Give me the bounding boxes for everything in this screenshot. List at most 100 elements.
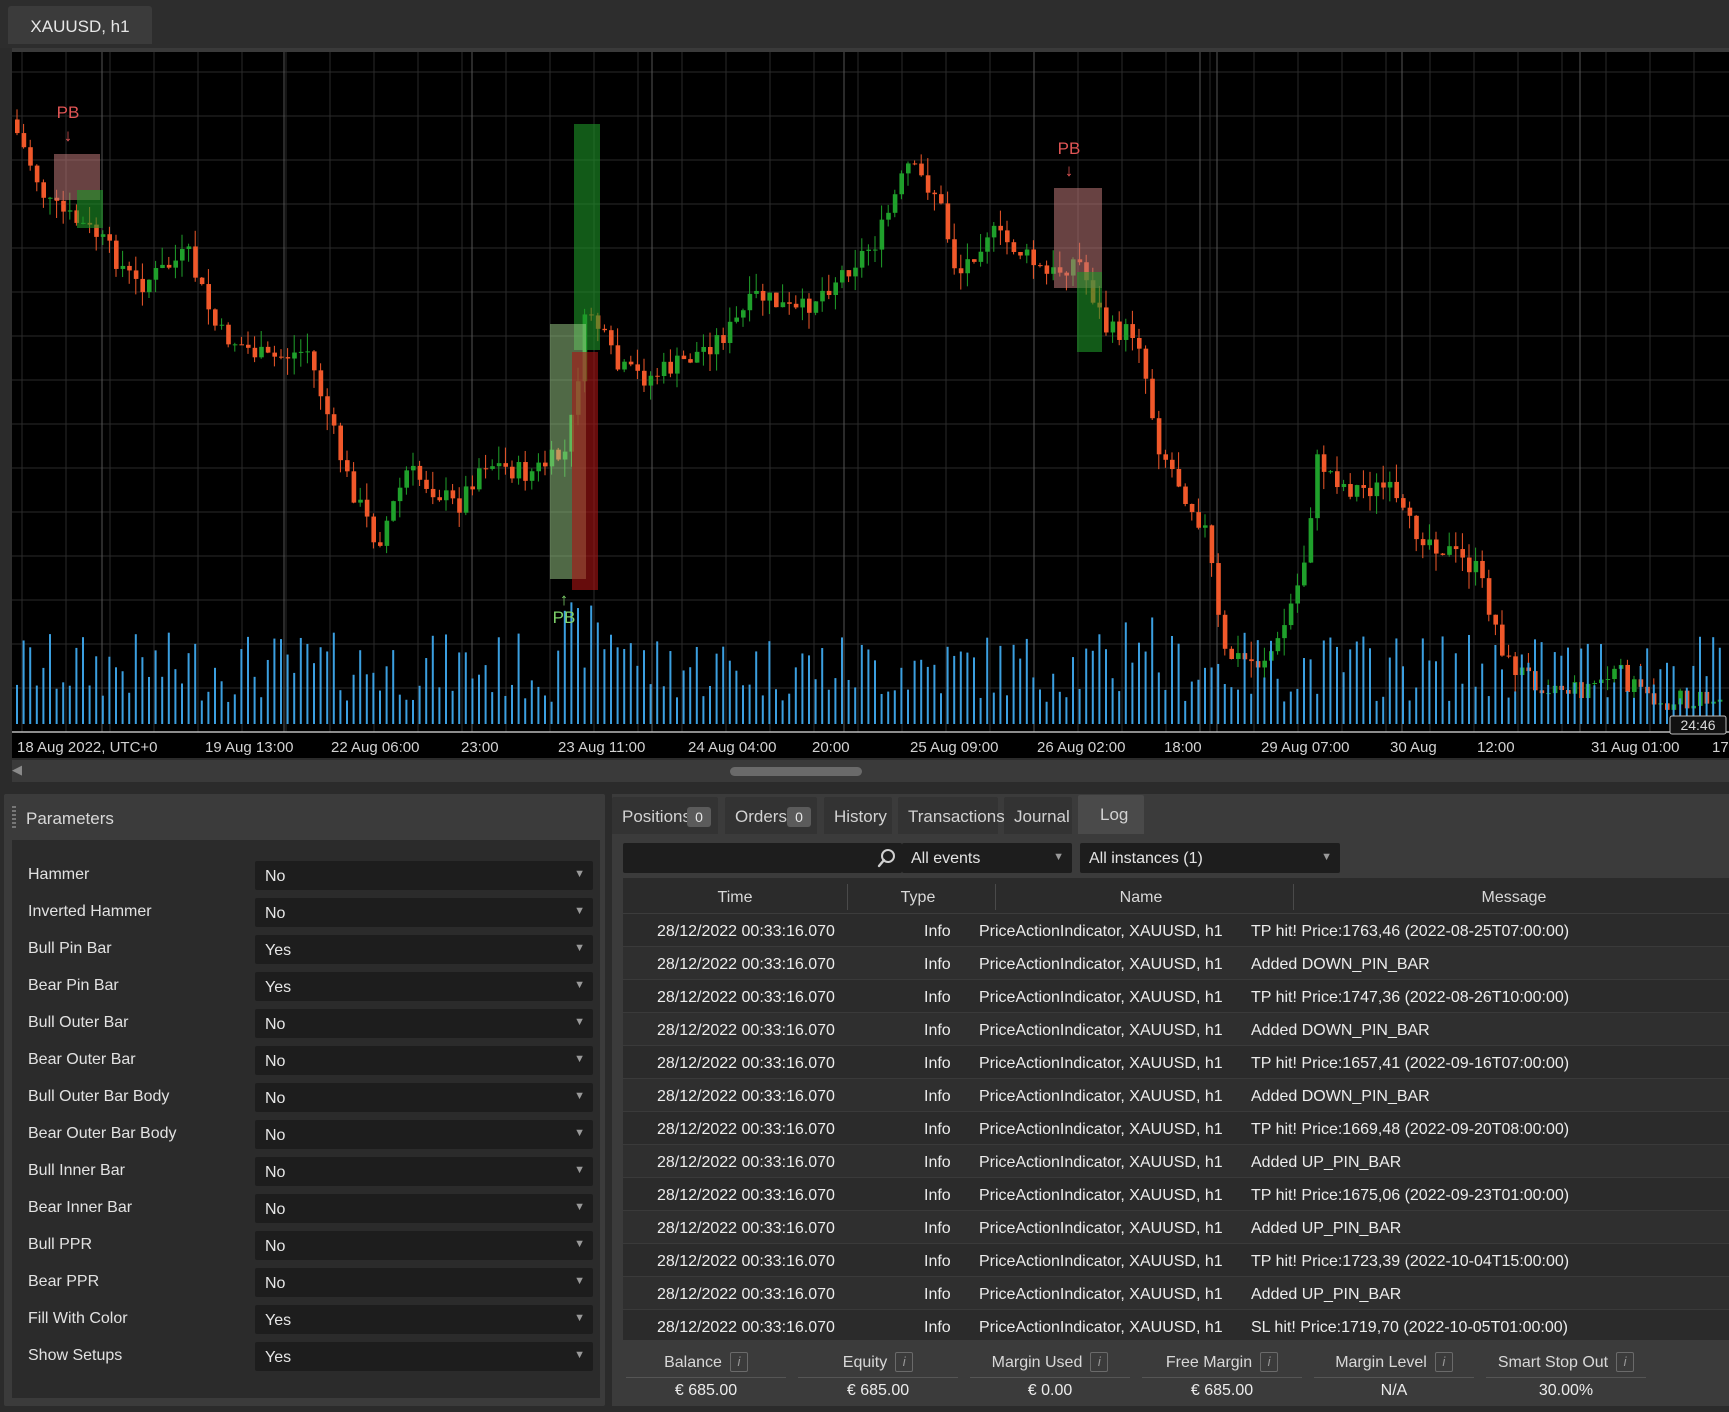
info-icon[interactable]: i (1616, 1352, 1635, 1372)
parameter-select[interactable]: No ▼ (255, 898, 593, 927)
instances-filter-dropdown[interactable]: All instances (1) ▼ (1080, 843, 1340, 873)
column-header-message[interactable]: Message (1481, 889, 1547, 906)
column-divider[interactable] (1293, 884, 1294, 910)
parameter-select[interactable]: No ▼ (255, 1120, 593, 1149)
log-time-cell: 28/12/2022 00:33:16.070 (657, 1220, 835, 1237)
log-row[interactable]: 28/12/2022 00:33:16.070 Info PriceActionIn… (623, 947, 1729, 980)
info-icon[interactable]: i (1434, 1352, 1453, 1372)
info-icon[interactable]: i (1090, 1352, 1109, 1372)
log-row[interactable]: 28/12/2022 00:33:16.070 Info PriceActionIn… (623, 1244, 1729, 1277)
volume-bar (1124, 622, 1127, 724)
volume-bar (108, 656, 111, 724)
candle-body (734, 317, 739, 322)
parameters-list: Hammer No ▼ Inverted Hammer No ▼ Bull Pin Bar Y… (12, 840, 600, 1398)
column-header-name[interactable]: Name (1119, 889, 1163, 906)
tab-orders[interactable]: Orders 0 (725, 797, 817, 834)
parameter-select[interactable]: Yes ▼ (255, 972, 593, 1001)
log-row[interactable]: 28/12/2022 00:33:16.070 Info PriceActionIn… (623, 1211, 1729, 1244)
parameter-select[interactable]: No ▼ (255, 1083, 593, 1112)
candle-body (1123, 324, 1129, 340)
volume-bar (1606, 697, 1609, 724)
candle-body (721, 335, 726, 343)
account-metric-label: Margin Used i (964, 1352, 1136, 1372)
volume-bar (359, 650, 362, 724)
tab-transactions[interactable]: Transactions (898, 797, 1005, 834)
log-row[interactable]: 28/12/2022 00:33:16.070 Info PriceActionIn… (623, 1178, 1729, 1211)
log-row[interactable]: 28/12/2022 00:33:16.070 Info PriceActionIn… (623, 1145, 1729, 1178)
log-row[interactable]: 28/12/2022 00:33:16.070 Info PriceActionIn… (623, 980, 1729, 1013)
candle-body (510, 466, 515, 479)
account-metric-value: € 685.00 (674, 1382, 738, 1399)
log-row[interactable]: 28/12/2022 00:33:16.070 Info PriceActionIn… (623, 1112, 1729, 1145)
parameter-select[interactable]: Yes ▼ (255, 1305, 593, 1334)
volume-bar (755, 651, 758, 724)
log-row[interactable]: 28/12/2022 00:33:16.070 Info PriceActionIn… (623, 1310, 1729, 1343)
candle-body (622, 361, 627, 370)
events-filter-dropdown[interactable]: All events ▼ (902, 843, 1072, 873)
log-name-cell: PriceActionIndicator, XAUUSD, h1 (979, 1319, 1223, 1336)
candle-body (41, 182, 46, 198)
log-row[interactable]: 28/12/2022 00:33:16.070 Info PriceActionIn… (623, 1079, 1729, 1112)
search-icon[interactable] (876, 847, 898, 869)
volume-bar (662, 686, 665, 724)
chart-horizontal-scrollbar[interactable]: ◀ (12, 760, 1729, 782)
candle-body (1473, 560, 1479, 573)
parameter-row: Bull Pin Bar Yes ▼ (12, 930, 600, 967)
candle-body (694, 351, 700, 363)
tab-history[interactable]: History (824, 797, 892, 834)
account-metric-name: Margin Used (991, 1354, 1083, 1371)
log-type-cell: Info (924, 1055, 951, 1072)
info-icon[interactable]: i (895, 1352, 914, 1372)
parameter-select[interactable]: No ▼ (255, 1009, 593, 1038)
candle-body (615, 345, 621, 370)
parameter-select[interactable]: Yes ▼ (255, 935, 593, 964)
volume-bar (847, 679, 850, 724)
candle-body (100, 234, 106, 237)
log-row[interactable]: 28/12/2022 00:33:16.070 Info PriceActionIn… (623, 1046, 1729, 1079)
parameter-select[interactable]: No ▼ (255, 861, 593, 890)
info-icon[interactable]: i (1260, 1352, 1279, 1372)
chart-tab-xauusd[interactable]: XAUUSD, h1 (8, 6, 152, 44)
column-header-time[interactable]: Time (717, 889, 753, 906)
volume-bar (1527, 662, 1530, 724)
column-header-type[interactable]: Type (900, 889, 936, 906)
candle-body (21, 133, 27, 148)
parameter-label: Show Setups (28, 1347, 123, 1364)
candle-body (919, 163, 924, 176)
log-type-cell: Info (924, 923, 951, 940)
parameter-select[interactable]: No ▼ (255, 1157, 593, 1186)
log-row[interactable]: 28/12/2022 00:33:16.070 Info PriceActionIn… (623, 1013, 1729, 1046)
volume-bar (214, 667, 216, 724)
tab-label: Transactions (908, 807, 1005, 826)
volume-bar (1223, 684, 1226, 724)
scroll-thumb[interactable] (730, 767, 862, 776)
candle-body (1110, 321, 1116, 333)
log-time-cell: 28/12/2022 00:33:16.070 (657, 1286, 835, 1303)
tab-journal[interactable]: Journal (1004, 797, 1072, 834)
parameter-select[interactable]: Yes ▼ (255, 1342, 593, 1371)
parameter-select[interactable]: No ▼ (255, 1231, 593, 1260)
info-icon[interactable]: i (729, 1352, 748, 1372)
log-type-cell: Info (924, 1121, 951, 1138)
log-search-input[interactable] (623, 843, 902, 873)
volume-bar (1336, 646, 1338, 724)
parameter-select[interactable]: No ▼ (255, 1194, 593, 1223)
parameter-select[interactable]: No ▼ (255, 1046, 593, 1075)
setup-box-stop-loss (572, 352, 598, 590)
volume-bar (240, 649, 243, 724)
tab-log[interactable]: Log (1078, 795, 1144, 834)
column-divider[interactable] (995, 884, 996, 910)
volume-bar (524, 698, 527, 724)
setup-box-take-profit (77, 190, 103, 228)
tab-positions[interactable]: Positions 0 (612, 797, 718, 834)
parameter-select[interactable]: No ▼ (255, 1268, 593, 1297)
log-row[interactable]: 28/12/2022 00:33:16.070 Info PriceActionIn… (623, 914, 1729, 947)
volume-bar (596, 622, 599, 724)
log-row[interactable]: 28/12/2022 00:33:16.070 Info PriceActionIn… (623, 1277, 1729, 1310)
drag-grip-icon[interactable] (12, 806, 16, 828)
column-divider[interactable] (847, 884, 848, 910)
scroll-left-icon[interactable]: ◀ (12, 762, 22, 777)
candle-body (1354, 485, 1360, 497)
volume-bar (1441, 636, 1444, 724)
